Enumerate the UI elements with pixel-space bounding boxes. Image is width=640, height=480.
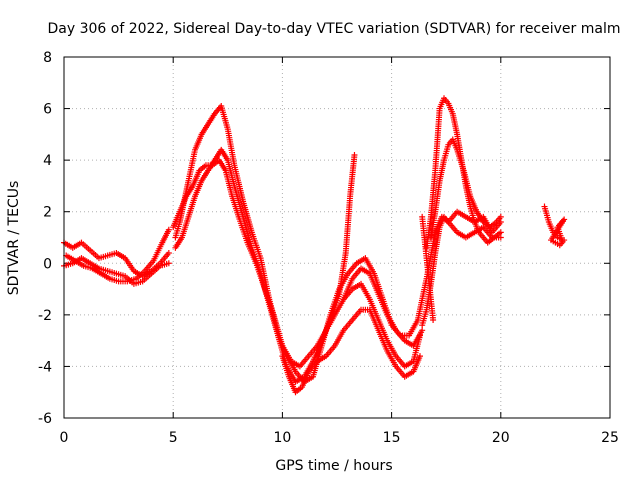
plot-frame xyxy=(63,56,611,419)
y-tick-label: -2 xyxy=(38,308,52,324)
data-point xyxy=(416,353,423,360)
data-point xyxy=(430,317,437,324)
y-tick-label: 4 xyxy=(43,153,52,169)
x-tick-label: 15 xyxy=(383,430,401,446)
data-points xyxy=(61,95,568,396)
data-point xyxy=(165,226,172,233)
ticks: 0 5 10 15 20 25 -6 -4 -2 0 2 4 6 8 xyxy=(38,50,619,446)
x-axis-label: GPS time / hours xyxy=(275,458,392,474)
data-point xyxy=(497,213,504,220)
data-point xyxy=(497,234,504,241)
x-tick-label: 10 xyxy=(273,430,291,446)
x-tick-label: 20 xyxy=(492,430,510,446)
y-tick-label: 8 xyxy=(43,50,52,66)
data-point xyxy=(165,249,172,256)
data-point xyxy=(419,327,426,334)
y-tick-label: 2 xyxy=(43,205,52,221)
grid xyxy=(64,57,610,418)
data-point xyxy=(351,151,358,158)
y-axis-label: SDTVAR / TECUs xyxy=(6,181,22,296)
x-tick-label: 5 xyxy=(169,430,178,446)
data-point xyxy=(497,229,504,236)
y-tick-label: 0 xyxy=(43,256,52,272)
y-tick-label: -4 xyxy=(38,359,52,375)
data-point xyxy=(561,237,568,244)
y-tick-label: -6 xyxy=(38,411,52,427)
chart-title: Day 306 of 2022, Sidereal Day-to-day VTE… xyxy=(48,21,621,37)
x-tick-label: 25 xyxy=(601,430,619,446)
data-point xyxy=(165,260,172,267)
y-tick-label: 6 xyxy=(43,102,52,118)
x-tick-label: 0 xyxy=(60,430,69,446)
